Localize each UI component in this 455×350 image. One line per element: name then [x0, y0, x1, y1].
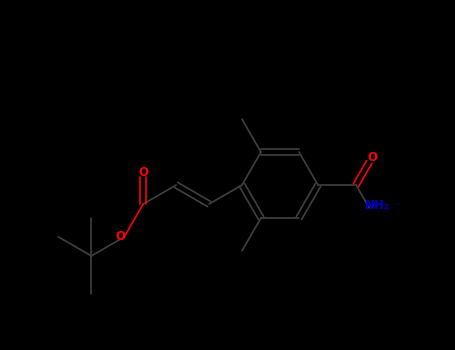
- Text: NH₂: NH₂: [365, 198, 390, 211]
- Text: O: O: [138, 166, 148, 179]
- Text: O: O: [115, 230, 125, 243]
- Text: O: O: [367, 152, 377, 164]
